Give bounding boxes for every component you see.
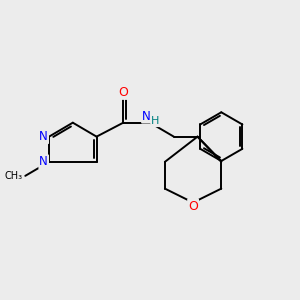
Text: N: N (39, 155, 48, 168)
Text: CH₃: CH₃ (4, 171, 22, 181)
Text: H: H (151, 116, 160, 126)
Text: O: O (188, 200, 198, 213)
Text: O: O (118, 86, 128, 99)
Text: N: N (39, 130, 48, 143)
Text: N: N (142, 110, 151, 123)
